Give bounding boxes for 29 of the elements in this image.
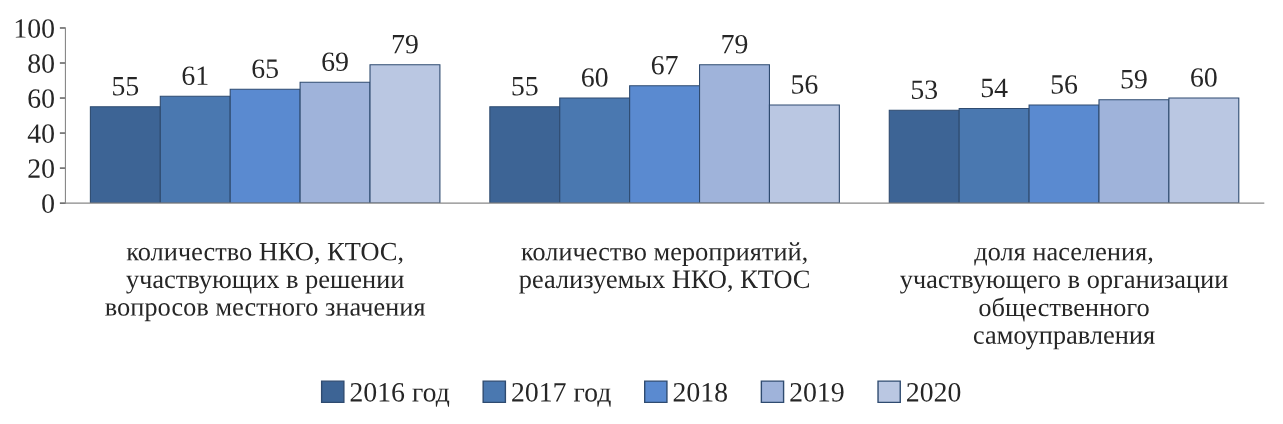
data-label: 60: [1191, 68, 1217, 87]
legend-label: 2019: [790, 382, 844, 402]
data-label: 56: [1051, 75, 1078, 94]
y-tick-label: 100: [15, 19, 54, 38]
data-label: 79: [722, 34, 748, 54]
data-label: 55: [113, 77, 139, 96]
y-tick-label: 60: [28, 89, 54, 108]
data-label: 79: [392, 34, 418, 54]
legend-label: 2016 год: [350, 382, 450, 407]
x-tick-label: количество мероприятий, реализуемых НКО, КТОС: [519, 242, 809, 294]
y-tick-label: 80: [28, 54, 54, 73]
data-label: 54: [981, 78, 1008, 98]
data-label: 59: [1121, 69, 1147, 89]
data-label: 53: [911, 80, 938, 100]
legend-label: 2017 год: [512, 382, 611, 407]
y-tick-label: 20: [28, 159, 54, 178]
data-label: 65: [252, 59, 278, 79]
x-tick-label: доля населения, участвующего в организации общественного самоуправления: [900, 247, 1228, 350]
y-tick-label: 40: [27, 124, 54, 143]
legend-label: 2018: [673, 382, 727, 402]
data-label: 60: [582, 68, 608, 87]
x-tick-label: количество НКО, КТОС, участвующих в решении вопросов местного значения: [105, 242, 426, 322]
data-label: 69: [322, 52, 348, 72]
data-label: 67: [651, 55, 678, 75]
data-label: 55: [512, 77, 538, 96]
y-tick-label: 0: [42, 194, 54, 214]
legend-label: 2020: [907, 382, 961, 402]
data-label: 61: [182, 66, 208, 86]
data-label: 56: [792, 75, 818, 94]
